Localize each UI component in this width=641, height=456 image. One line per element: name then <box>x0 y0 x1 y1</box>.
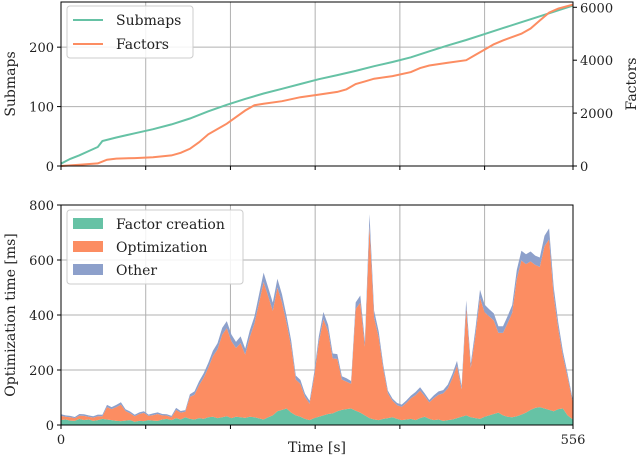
bottom-legend: Factor creation Optimization Other <box>66 209 244 285</box>
top-left-ylabel: Submaps <box>3 51 19 116</box>
bottom-areas <box>61 214 573 425</box>
top-right-tick-label: 2000 <box>580 107 613 122</box>
bottom-x-tick-label: 0 <box>57 433 65 448</box>
bottom-y-tick-label: 600 <box>29 254 54 269</box>
bottom-y-tick-label: 400 <box>29 309 54 324</box>
legend-swatch-factor-creation <box>73 218 103 229</box>
bottom-y-tick-label: 200 <box>29 364 54 379</box>
top-axes-frame <box>60 1 574 167</box>
line-series-factors <box>60 3 574 167</box>
top-legend: Submaps Factors <box>66 5 194 59</box>
top-lines <box>60 3 574 167</box>
line-series-submaps <box>60 4 574 165</box>
top-right-tick-label: 6000 <box>580 1 613 16</box>
legend-swatch-other <box>73 264 103 275</box>
top-left-tick-label: 200 <box>29 41 54 56</box>
area-series-optimization <box>61 225 573 422</box>
top-right-tick-label: 4000 <box>580 54 613 69</box>
legend-label-factors: Factors <box>116 37 169 53</box>
top-left-tick-label: 100 <box>29 101 54 116</box>
legend-label-other: Other <box>116 263 157 279</box>
bottom-y-tick-label: 800 <box>29 199 54 214</box>
bottom-y-tick-label: 0 <box>46 419 54 434</box>
top-right-ylabel: Factors <box>624 58 640 111</box>
legend-label-optimization: Optimization <box>116 240 208 256</box>
area-series-factor-creation <box>61 407 573 425</box>
optimization-time-panel: 0 200 400 600 800 0 556 Optimization time [ms]… <box>3 199 585 456</box>
legend-label-factor-creation: Factor creation <box>116 217 225 233</box>
bottom-xlabel: Time [s] <box>288 440 346 456</box>
bottom-x-tick-label: 556 <box>561 433 586 448</box>
top-left-tick-label: 0 <box>46 160 54 175</box>
bottom-ticks: 0 200 400 600 800 0 556 <box>29 199 585 448</box>
bottom-legend-box <box>66 209 244 285</box>
top-right-tick-label: 0 <box>580 160 588 175</box>
legend-swatch-optimization <box>73 241 103 252</box>
legend-label-submaps: Submaps <box>116 13 181 29</box>
bottom-ylabel: Optimization time [ms] <box>3 233 19 397</box>
